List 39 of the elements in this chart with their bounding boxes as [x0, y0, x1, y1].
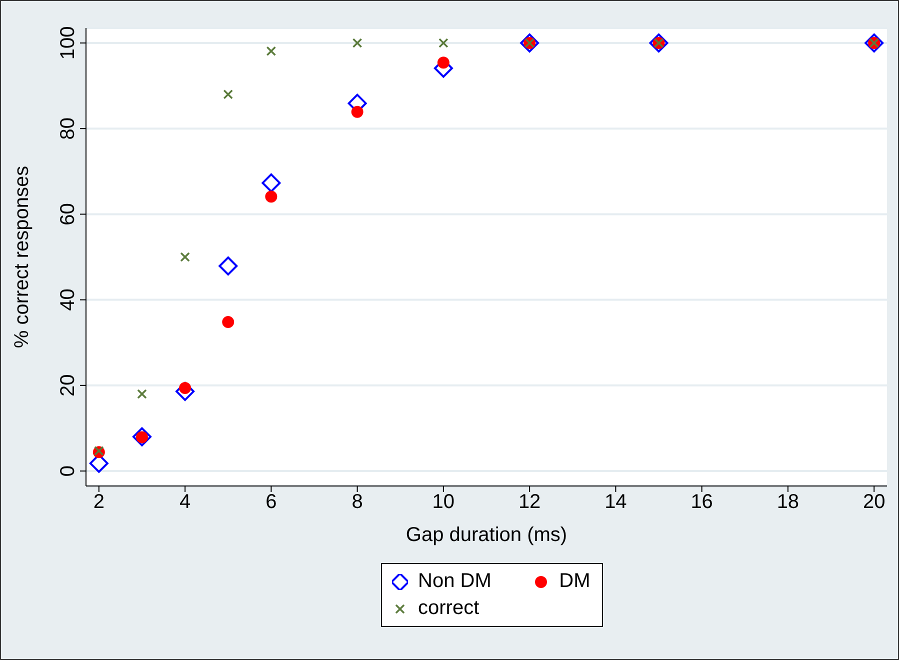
point — [864, 33, 884, 52]
y-tick-label: 40 — [57, 288, 79, 311]
x-tick-label: 6 — [266, 491, 277, 514]
x-tick-label: 4 — [179, 491, 191, 514]
point — [352, 38, 362, 48]
point — [223, 89, 234, 100]
y-tick-label: 20 — [57, 374, 79, 397]
legend-label: Non DM — [418, 570, 492, 593]
point — [266, 46, 276, 56]
point — [176, 382, 195, 401]
y-tick-label: 60 — [57, 203, 79, 226]
point — [94, 446, 104, 456]
legend-label: DM — [559, 570, 590, 593]
point — [438, 38, 448, 48]
y-tick-label: 0 — [57, 465, 79, 477]
y-axis-title: % correct responses — [11, 166, 34, 348]
point — [520, 33, 540, 52]
point — [218, 256, 238, 276]
point — [265, 190, 278, 203]
point — [137, 389, 147, 399]
point — [351, 106, 364, 118]
y-tick-label: 80 — [57, 117, 79, 140]
legend-label: correct — [418, 597, 480, 620]
point — [180, 252, 190, 262]
point — [262, 173, 281, 192]
point — [222, 316, 234, 328]
point — [132, 427, 152, 446]
x-tick-label: 10 — [432, 491, 455, 514]
y-tick-label: 100 — [57, 26, 79, 60]
x-tick-label: 12 — [518, 491, 541, 514]
point — [437, 56, 450, 69]
x-tick-label: 20 — [862, 491, 886, 514]
x-tick-label: 18 — [776, 491, 800, 514]
x-tick-label: 16 — [690, 491, 713, 514]
x-tick-label: 14 — [604, 491, 627, 514]
x-tick-label: 2 — [93, 491, 104, 514]
point — [649, 33, 668, 52]
x-axis-title: Gap duration (ms) — [406, 524, 568, 546]
x-tick-label: 8 — [352, 491, 363, 514]
